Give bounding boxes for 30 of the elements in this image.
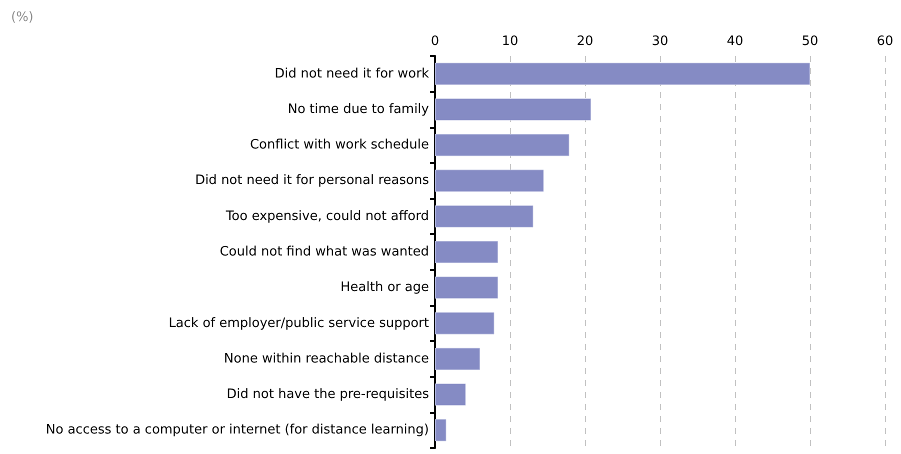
y-tick-label: No time due to family <box>288 102 430 117</box>
x-tick-label: 60 <box>876 34 894 49</box>
bar <box>435 98 591 120</box>
bar <box>435 240 498 264</box>
y-tick-label: None within reachable distance <box>224 351 429 366</box>
bar <box>435 276 498 299</box>
y-tick-label: Did not have the pre-requisites <box>226 387 430 402</box>
bar <box>435 62 810 85</box>
bar <box>435 312 494 334</box>
y-tick-label: Did not need it for work <box>274 66 430 82</box>
bar <box>435 419 446 442</box>
y-tick-label: No access to a computer or internet (for distance learning) <box>46 422 429 438</box>
bar <box>435 134 570 156</box>
x-tick-label: 10 <box>502 34 518 49</box>
y-tick-label: Conflict with work schedule <box>250 138 429 153</box>
bar <box>435 205 534 228</box>
x-tick-label: 0 <box>430 34 440 49</box>
bar <box>435 170 544 192</box>
y-tick-label: Too expensive, could not afford <box>224 208 429 224</box>
bar <box>435 384 466 406</box>
x-tick-label: 30 <box>652 34 668 49</box>
x-axis-title: (%) <box>11 10 34 25</box>
y-tick-label: Health or age <box>340 280 429 296</box>
y-tick-label: Could not find what was wanted <box>220 244 429 260</box>
x-tick-label: 50 <box>802 34 818 49</box>
bar <box>435 348 480 370</box>
y-tick-label: Did not need it for personal reasons <box>195 173 430 188</box>
x-tick-label: 40 <box>726 34 744 49</box>
x-tick-label: 20 <box>576 34 594 49</box>
y-tick-label: Lack of employer/public service support <box>168 316 429 331</box>
